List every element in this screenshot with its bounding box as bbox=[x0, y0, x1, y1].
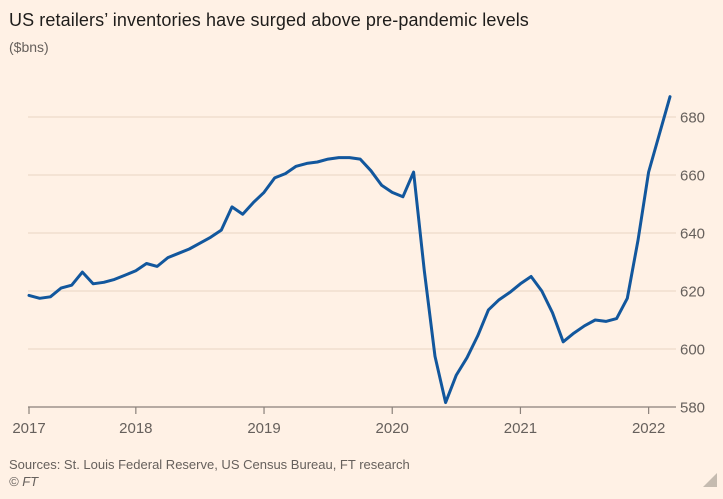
x-axis-tick-label: 2021 bbox=[504, 420, 537, 437]
resize-handle-icon bbox=[703, 473, 717, 487]
x-axis-tick-label: 2022 bbox=[632, 420, 665, 437]
inventories-data-line bbox=[27, 95, 672, 405]
x-axis-tick-label: 2019 bbox=[247, 420, 280, 437]
sources-note: Sources: St. Louis Federal Reserve, US C… bbox=[9, 457, 410, 472]
y-axis-tick-label: 640 bbox=[680, 225, 705, 242]
y-axis-tick-label: 600 bbox=[680, 341, 705, 358]
chart-unit-label: ($bns) bbox=[9, 39, 49, 55]
chart-title: US retailers’ inventories have surged ab… bbox=[9, 10, 529, 30]
x-axis-tick-label: 2018 bbox=[119, 420, 152, 437]
x-axis-tick-label: 2017 bbox=[12, 420, 45, 437]
y-axis-tick-label: 680 bbox=[680, 109, 705, 126]
y-axis-tick-label: 580 bbox=[680, 399, 705, 416]
x-axis-tick-label: 2020 bbox=[376, 420, 409, 437]
y-axis-tick-label: 660 bbox=[680, 167, 705, 184]
y-axis-tick-label: 620 bbox=[680, 283, 705, 300]
ft-copyright: © FT bbox=[9, 474, 39, 489]
